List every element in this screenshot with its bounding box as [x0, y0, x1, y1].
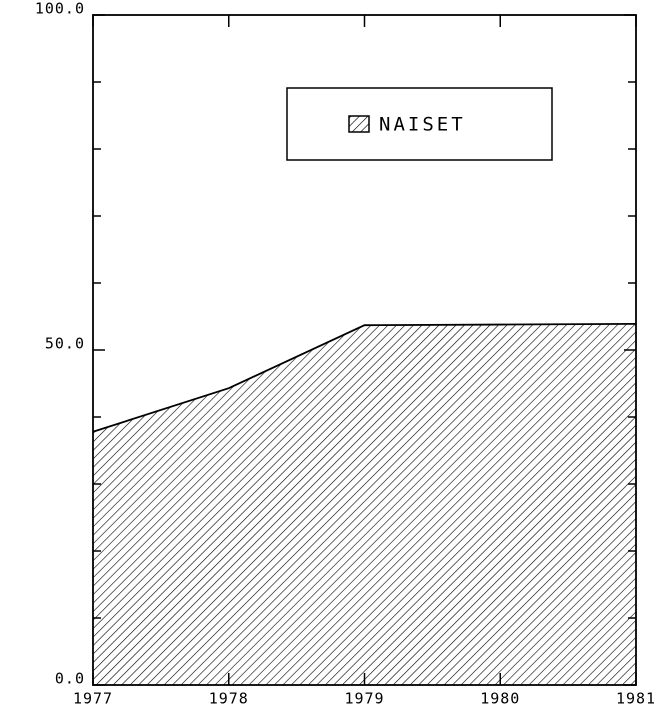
legend-box — [286, 87, 553, 161]
legend-label: NAISET — [379, 114, 466, 136]
x-tick-label: 1978 — [209, 690, 249, 708]
x-tick-label: 1979 — [344, 690, 384, 708]
y-tick-label: 0.0 — [55, 670, 85, 688]
y-tick-label: 50.0 — [45, 335, 85, 353]
y-tick-label: 100.0 — [35, 0, 85, 18]
legend-swatch — [348, 115, 370, 133]
area-fill — [93, 323, 636, 685]
x-tick-label: 1980 — [480, 690, 520, 708]
x-tick-label: 1977 — [73, 690, 113, 708]
area-line — [92, 322, 637, 433]
x-tick-label: 1981 — [616, 690, 656, 708]
